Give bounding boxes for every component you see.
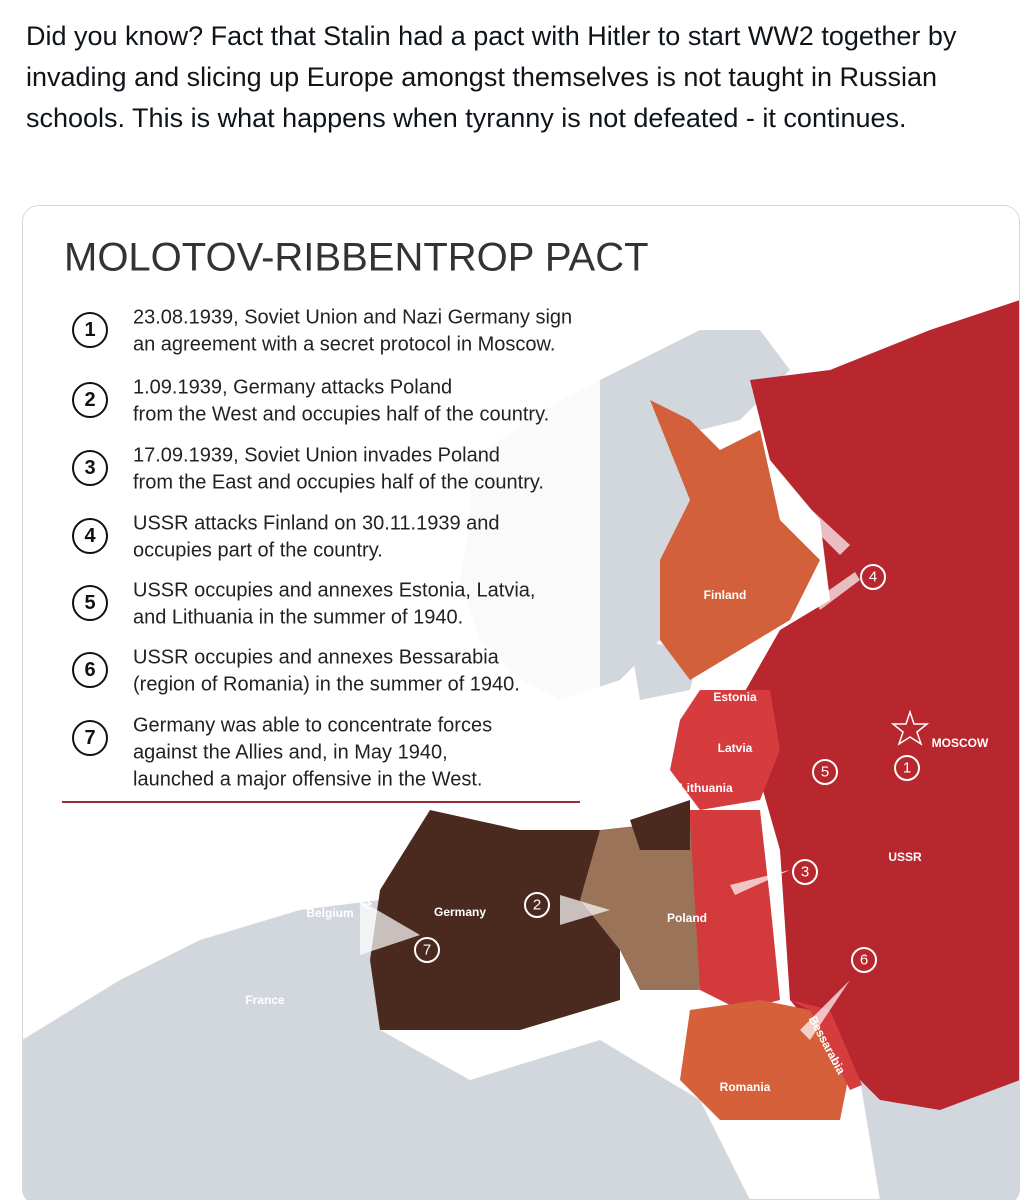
event-badge — [72, 518, 108, 554]
baltics — [670, 690, 780, 810]
map-marker — [792, 859, 818, 885]
event-text: Germany was able to concentrate forces — [133, 714, 492, 736]
map-label: Poland — [667, 911, 707, 925]
germany — [370, 810, 620, 1030]
arrow — [730, 870, 790, 895]
east-prussia — [630, 800, 690, 850]
map-marker-number: 5 — [821, 764, 829, 781]
map-label: USSR — [888, 850, 922, 864]
poland-german — [570, 820, 700, 990]
ussr — [955, 325, 980, 360]
event-text: and Lithuania in the summer of 1940. — [133, 606, 463, 628]
map-marker — [812, 759, 838, 785]
event-badge — [72, 720, 108, 756]
event-number: 1 — [84, 319, 95, 341]
event-text: against the Allies and, in May 1940, — [133, 741, 448, 763]
map-marker-number: 4 — [869, 569, 877, 586]
event-text: 1.09.1939, Germany attacks Poland — [133, 376, 452, 398]
event-text: USSR occupies and annexes Estonia, Latvi… — [133, 579, 535, 601]
map-label: Belgium — [306, 906, 353, 920]
event-number: 2 — [84, 389, 95, 411]
arrow — [360, 900, 420, 955]
event-text: USSR occupies and annexes Bessarabia — [133, 646, 500, 668]
map-marker-number: 3 — [801, 864, 809, 881]
map — [22, 205, 1020, 1200]
event-text: 23.08.1939, Soviet Union and Nazi German… — [133, 306, 572, 328]
tweet-text: Did you know? Fact that Stalin had a pac… — [26, 21, 957, 133]
poland-soviet — [690, 810, 780, 1010]
event-number: 4 — [84, 525, 96, 547]
map-marker-number: 6 — [860, 952, 868, 969]
event-number: 3 — [84, 457, 95, 479]
map-marker-number: 1 — [903, 760, 911, 777]
event-text: an agreement with a secret protocol in M… — [133, 333, 555, 355]
event-text: occupies part of the country. — [133, 539, 383, 561]
map-marker — [860, 564, 886, 590]
map-label: Latvia — [718, 741, 753, 755]
event-text: 17.09.1939, Soviet Union invades Poland — [133, 444, 500, 466]
event-number: 5 — [84, 592, 95, 614]
map-label: Estonia — [713, 690, 757, 704]
map-label: France — [245, 993, 285, 1007]
event-number: 6 — [84, 659, 95, 681]
event-text: launched a major offensive in the West. — [133, 768, 482, 790]
arrow — [560, 895, 610, 925]
event-text: (region of Romania) in the summer of 194… — [133, 673, 520, 695]
map-marker-number: 2 — [533, 897, 541, 914]
map-label: MOSCOW — [932, 736, 989, 750]
map-marker-number: 7 — [423, 942, 431, 959]
moscow-star — [890, 709, 930, 746]
map-marker — [524, 892, 550, 918]
ussr — [740, 300, 1020, 1110]
event-number: 7 — [84, 727, 95, 749]
map-marker — [851, 947, 877, 973]
arrow — [815, 572, 860, 610]
map-label: Finland — [704, 588, 747, 602]
event-text: from the West and occupies half of the c… — [133, 403, 549, 425]
legend-panel — [40, 225, 600, 805]
infographic-title: MOLOTOV-RIBBENTROP PACT — [64, 236, 649, 280]
event-badge — [72, 382, 108, 418]
map-marker — [894, 755, 920, 781]
map-label: Romania — [720, 1080, 771, 1094]
map-label: Germany — [434, 905, 486, 919]
land — [22, 900, 750, 1200]
finland — [650, 400, 820, 680]
arrow — [800, 980, 850, 1040]
event-text: from the East and occupies half of the c… — [133, 471, 544, 493]
map-label: Lithuania — [679, 781, 733, 795]
event-badge — [72, 652, 108, 688]
event-badge — [72, 312, 108, 348]
bessarabia — [790, 1000, 862, 1090]
map-marker — [414, 937, 440, 963]
event-badge — [72, 585, 108, 621]
arrow — [785, 490, 850, 555]
event-badge — [72, 450, 108, 486]
event-text: USSR attacks Finland on 30.11.1939 and — [133, 512, 500, 534]
